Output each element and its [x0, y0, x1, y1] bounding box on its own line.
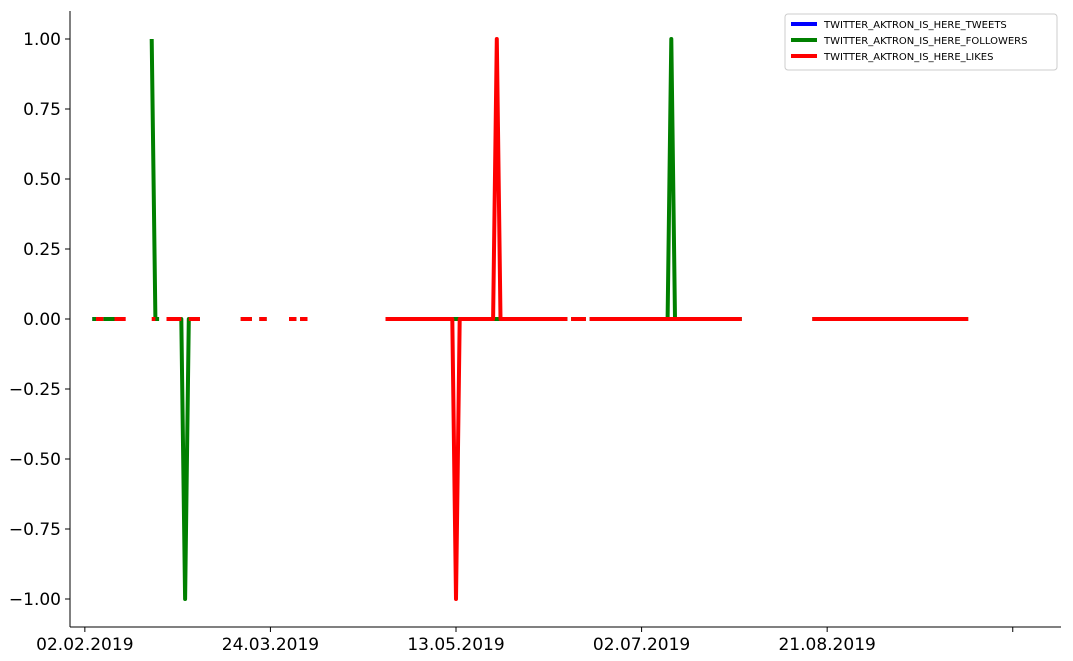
y-tick-label: −0.75 [9, 520, 61, 540]
series-line-segment [589, 37, 742, 321]
x-tick-label: 02.02.2019 [36, 635, 133, 655]
y-axis-ticks: 1.00 0.75 0.50 0.25 0.00 −0.25 −0.50 −0.75 −1.00 [9, 30, 70, 610]
y-tick-label: −0.50 [9, 450, 61, 470]
y-tick-label: 0.25 [23, 240, 61, 260]
y-tick-label: 0.00 [23, 310, 61, 330]
y-tick-label: −0.25 [9, 380, 61, 400]
legend-label: TWITTER_AKTRON_IS_HERE_FOLLOWERS [823, 36, 1027, 47]
y-tick-label: 1.00 [23, 30, 61, 50]
legend: TWITTER_AKTRON_IS_HERE_TWEETS TWITTER_AKT… [784, 13, 1058, 71]
x-tick-label: 24.03.2019 [222, 635, 319, 655]
series-line-segment [149, 38, 160, 321]
series-3 [96, 37, 969, 601]
x-tick-label: 02.07.2019 [593, 635, 690, 655]
x-tick-label: 21.08.2019 [778, 635, 875, 655]
y-tick-label: −1.00 [9, 590, 61, 610]
series-line-segment [385, 37, 568, 601]
series-line-segment [166, 317, 200, 601]
x-axis-ticks: 02.02.2019 24.03.2019 13.05.2019 02.07.2019… [36, 627, 1014, 655]
legend-label: TWITTER_AKTRON_IS_HERE_TWEETS [823, 20, 1007, 31]
y-tick-label: 0.75 [23, 100, 61, 120]
legend-label: TWITTER_AKTRON_IS_HERE_LIKES [823, 52, 993, 63]
y-tick-label: 0.50 [23, 170, 61, 190]
x-tick-label: 13.05.2019 [407, 635, 504, 655]
series-lines [92, 37, 969, 601]
legend-frame [784, 13, 1058, 71]
